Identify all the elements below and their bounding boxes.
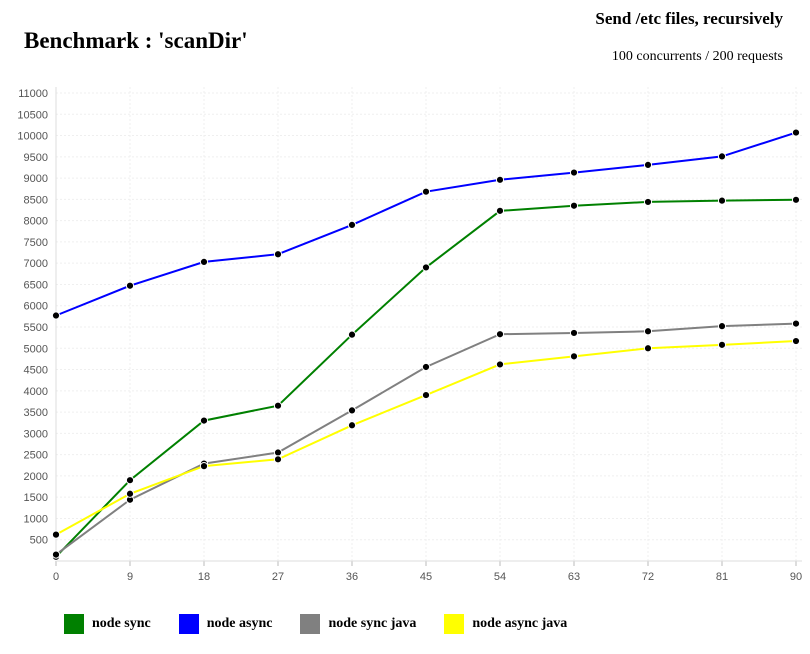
- legend-swatch: [300, 614, 321, 634]
- chart-subtitle-secondary: 100 concurrents / 200 requests: [611, 49, 783, 64]
- x-tick-label: 9: [127, 571, 133, 583]
- x-tick-label: 27: [272, 571, 284, 583]
- data-point-node-sync-java: [421, 362, 431, 372]
- legend-label: node async java: [472, 616, 568, 631]
- x-tick-label: 81: [716, 571, 728, 583]
- data-points: [51, 128, 801, 561]
- data-point-node-sync-java: [495, 330, 505, 339]
- x-tick-label: 54: [494, 571, 506, 583]
- line-chart: 500 1000 1500 2000 2500 3000 3500 4000 4500 5000 5…: [17, 87, 802, 583]
- data-point-node-async: [347, 220, 357, 229]
- y-tick-label: 11000: [18, 88, 48, 100]
- data-point-node-async: [495, 175, 505, 184]
- data-point-node-sync: [421, 263, 431, 272]
- chart-subtitle: Send /etc files, recursively: [595, 9, 783, 28]
- legend-swatch: [178, 614, 199, 634]
- y-tick-label: 2500: [24, 450, 48, 462]
- legend-label: node sync java: [328, 616, 417, 631]
- y-tick-label: 9000: [24, 173, 48, 185]
- data-point-node-async: [199, 257, 209, 267]
- x-tick-label: 90: [790, 571, 802, 583]
- y-tick-label: 4000: [24, 386, 48, 398]
- y-tick-label: 3000: [24, 428, 48, 440]
- data-point-node-sync-java: [569, 328, 579, 338]
- legend-swatch: [64, 614, 84, 634]
- data-point-node-sync: [569, 201, 579, 210]
- data-point-node-async-java: [643, 344, 653, 353]
- y-tick-label: 6000: [24, 301, 48, 313]
- y-tick-label: 1500: [24, 492, 48, 504]
- data-point-node-sync: [791, 195, 801, 204]
- data-point-node-sync-java: [51, 550, 61, 559]
- y-tick-label: 1000: [24, 513, 48, 525]
- data-point-node-sync: [717, 196, 727, 205]
- x-tick-label: 72: [642, 571, 654, 583]
- data-point-node-async: [125, 281, 135, 290]
- data-point-node-async-java: [273, 455, 283, 464]
- y-tick-label: 5000: [24, 343, 48, 355]
- data-point-node-sync: [125, 476, 135, 485]
- x-tick-label: 36: [346, 571, 358, 583]
- data-point-node-async-java: [421, 390, 431, 400]
- data-point-node-async: [643, 160, 653, 170]
- data-point-node-async-java: [495, 360, 505, 369]
- data-point-node-sync-java: [791, 319, 801, 328]
- x-tick-label: 63: [568, 571, 580, 583]
- grid: [56, 87, 802, 561]
- chart-title: Benchmark : 'scanDir': [24, 28, 248, 53]
- data-point-node-async: [421, 187, 431, 196]
- data-point-node-async-java: [199, 462, 209, 471]
- y-tick-label: 8500: [24, 194, 48, 206]
- y-tick-label: 6500: [24, 279, 48, 291]
- data-point-node-async: [717, 152, 727, 161]
- data-point-node-sync: [347, 330, 357, 339]
- y-tick-label: 10500: [17, 109, 48, 121]
- y-tick-label: 5500: [24, 322, 48, 334]
- legend-label: node sync: [92, 616, 151, 631]
- y-tick-label: 9500: [24, 152, 48, 164]
- x-tick-label: 18: [198, 571, 210, 583]
- data-point-node-sync-java: [643, 327, 653, 336]
- legend-label: node async: [206, 616, 273, 631]
- y-tick-label: 7500: [24, 237, 48, 249]
- data-point-node-sync: [273, 401, 283, 410]
- legend-item: node async: [178, 614, 273, 634]
- data-point-node-sync: [495, 206, 505, 215]
- y-tick-label: 10000: [17, 131, 48, 143]
- y-tick-label: 4500: [24, 365, 48, 377]
- x-tick-label: 45: [420, 571, 432, 583]
- y-tick-label: 7000: [24, 258, 48, 270]
- axes: 500 1000 1500 2000 2500 3000 3500 4000 4500 5000 5…: [17, 87, 802, 583]
- data-point-node-sync-java: [347, 406, 357, 415]
- data-point-node-async-java: [125, 489, 135, 498]
- data-point-node-async-java: [347, 421, 357, 430]
- data-point-node-async: [273, 250, 283, 259]
- legend-item: node sync: [64, 614, 151, 634]
- data-point-node-async-java: [569, 352, 579, 361]
- data-point-node-sync: [199, 416, 209, 425]
- data-point-node-async-java: [51, 530, 61, 539]
- legend-swatch: [444, 614, 465, 634]
- data-point-node-async: [791, 128, 801, 137]
- x-tick-label: 0: [53, 571, 59, 583]
- y-tick-label: 3500: [24, 407, 48, 419]
- data-point-node-async: [51, 311, 61, 320]
- legend: node sync node async node sync java node as…: [64, 614, 595, 634]
- y-tick-label: 8000: [24, 216, 48, 228]
- legend-item: node async java: [444, 614, 567, 634]
- data-point-node-sync-java: [717, 322, 727, 331]
- data-point-node-sync-java: [273, 448, 283, 457]
- y-tick-label: 2000: [24, 471, 48, 483]
- data-point-node-async-java: [791, 336, 801, 346]
- data-point-node-async-java: [717, 340, 727, 349]
- data-point-node-sync: [643, 197, 653, 207]
- legend-item: node sync java: [300, 614, 416, 634]
- y-tick-label: 500: [30, 535, 48, 547]
- data-point-node-async: [569, 168, 579, 177]
